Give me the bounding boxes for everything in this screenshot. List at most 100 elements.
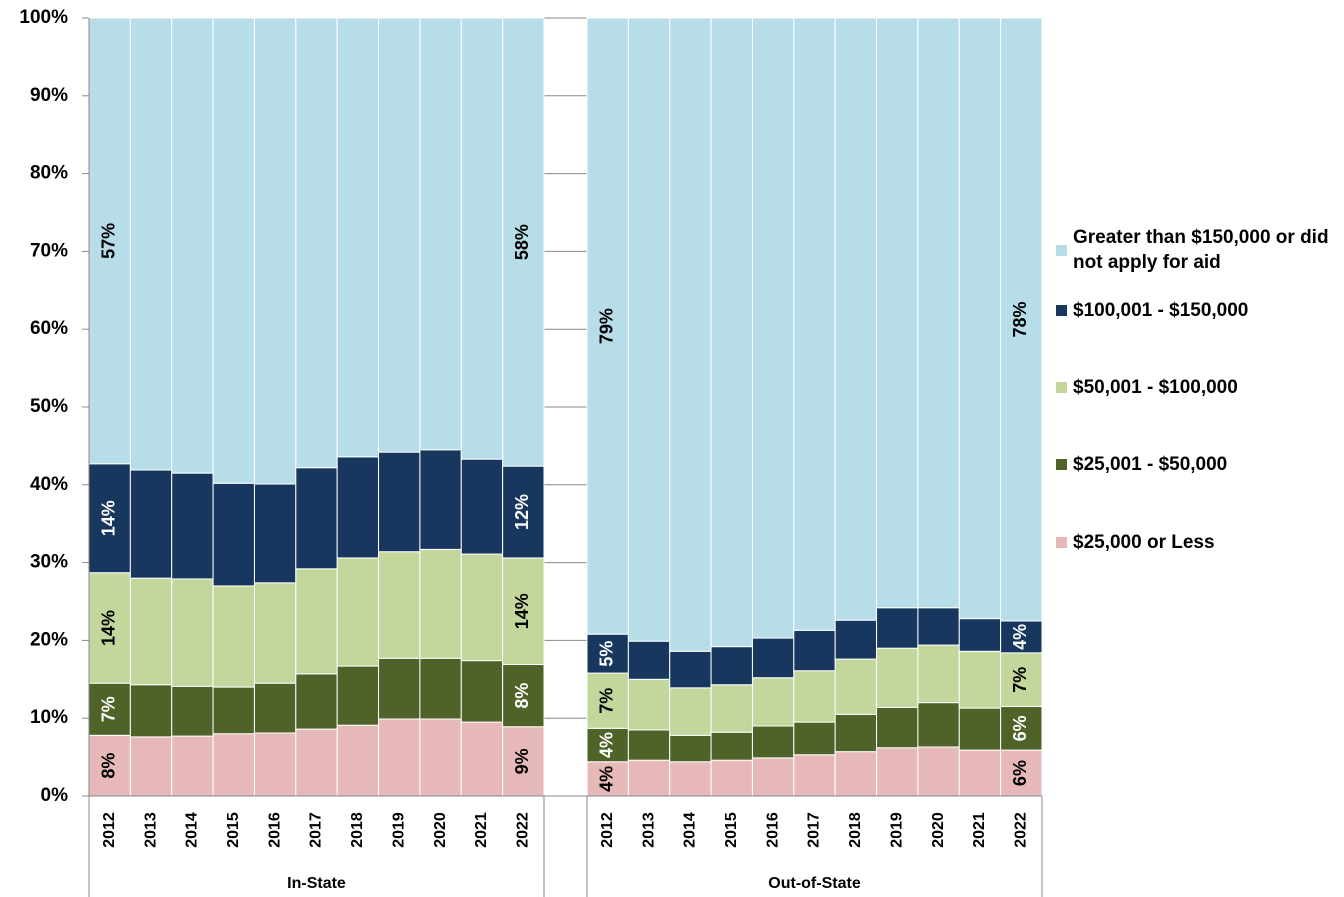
bar-segment bbox=[129, 684, 173, 738]
x-tick-label: 2012 bbox=[101, 812, 118, 848]
bar-segment bbox=[958, 17, 1002, 620]
bar-segment bbox=[295, 568, 338, 675]
legend-item: $25,000 or Less bbox=[1056, 530, 1341, 555]
bar-segment bbox=[586, 727, 629, 763]
bar-segment bbox=[502, 465, 545, 559]
bar-segment bbox=[336, 665, 380, 726]
group-label: In-State bbox=[287, 875, 346, 892]
bar-segment bbox=[419, 718, 462, 797]
x-tick-label: 2018 bbox=[349, 812, 366, 848]
bar-segment bbox=[460, 458, 504, 555]
y-tick-label: 90% bbox=[30, 85, 68, 106]
bar-segment bbox=[751, 637, 795, 679]
bar-segment bbox=[336, 456, 380, 559]
bar-segment bbox=[627, 759, 671, 797]
x-tick-label: 2018 bbox=[847, 812, 864, 848]
bar-segment bbox=[669, 734, 712, 763]
bar-segment bbox=[669, 761, 712, 797]
bar-segment bbox=[917, 607, 960, 646]
bar-segment bbox=[1000, 749, 1043, 797]
bar-segment bbox=[751, 757, 795, 797]
bar-segment bbox=[876, 17, 919, 609]
y-tick-label: 40% bbox=[30, 474, 68, 495]
bar-segment bbox=[834, 751, 878, 797]
bar-segment bbox=[295, 673, 338, 730]
data-label: 6% bbox=[1010, 715, 1030, 741]
legend-item: Greater than $150,000 or did not apply f… bbox=[1056, 225, 1341, 275]
bar-segment bbox=[212, 585, 255, 688]
legend-label: $25,000 or Less bbox=[1073, 532, 1215, 553]
y-tick-label: 80% bbox=[30, 163, 68, 184]
bar-segment bbox=[502, 726, 545, 797]
bar-segment bbox=[502, 17, 545, 467]
bar-segment bbox=[171, 735, 214, 797]
bar-segment bbox=[751, 677, 795, 727]
data-label: 7% bbox=[98, 696, 118, 722]
bar-segment bbox=[253, 732, 297, 797]
bar-segment bbox=[1000, 620, 1043, 654]
bar-segment bbox=[129, 17, 173, 471]
bar-segment bbox=[834, 658, 878, 715]
y-tick-label: 0% bbox=[41, 785, 69, 806]
bar-segment bbox=[253, 582, 297, 684]
data-label: 12% bbox=[512, 494, 532, 530]
bar-segment bbox=[958, 618, 1002, 652]
legend-swatch bbox=[1056, 537, 1067, 548]
x-tick-label: 2013 bbox=[142, 812, 159, 848]
bar-segment bbox=[917, 702, 960, 748]
legend-swatch bbox=[1056, 305, 1067, 316]
bar-segment bbox=[958, 707, 1002, 751]
x-tick-label: 2012 bbox=[599, 812, 616, 848]
data-label: 79% bbox=[596, 308, 616, 344]
x-tick-label: 2014 bbox=[682, 812, 699, 848]
bar-segment bbox=[378, 551, 421, 659]
data-label: 8% bbox=[98, 753, 118, 779]
bar-segment bbox=[710, 731, 753, 761]
data-label: 6% bbox=[1010, 760, 1030, 786]
data-label: 5% bbox=[596, 641, 616, 667]
bar-segment bbox=[171, 472, 214, 580]
x-tick-label: 2017 bbox=[806, 812, 823, 848]
bar-segment bbox=[876, 747, 919, 797]
bar-segment bbox=[295, 467, 338, 570]
bar-segment bbox=[793, 754, 836, 797]
data-label: 14% bbox=[512, 593, 532, 629]
legend-label: $25,001 - $50,000 bbox=[1073, 454, 1228, 475]
group-label: Out-of-State bbox=[768, 875, 861, 892]
bar-segment bbox=[751, 17, 795, 639]
bar-segment bbox=[212, 482, 255, 587]
legend-item: $50,001 - $100,000 bbox=[1056, 375, 1341, 400]
bar-segment bbox=[834, 713, 878, 753]
bar-segment bbox=[751, 725, 795, 759]
bar-segment bbox=[419, 548, 462, 659]
bar-segment bbox=[460, 17, 504, 460]
data-label: 14% bbox=[98, 500, 118, 536]
bar-segment bbox=[710, 17, 753, 648]
legend-swatch bbox=[1056, 244, 1067, 256]
bar-segment bbox=[336, 17, 380, 458]
bar-segment bbox=[295, 728, 338, 797]
bar-segment bbox=[627, 729, 671, 761]
data-label: 57% bbox=[98, 223, 118, 259]
y-tick-label: 20% bbox=[30, 629, 68, 650]
x-tick-label: 2019 bbox=[888, 812, 905, 848]
bar-segment bbox=[793, 17, 836, 631]
x-tick-label: 2016 bbox=[764, 812, 781, 848]
x-tick-label: 2021 bbox=[473, 812, 490, 848]
bar-segment bbox=[295, 17, 338, 469]
bar-segment bbox=[834, 17, 878, 621]
legend-swatch bbox=[1056, 382, 1067, 393]
legend-label: $100,001 - $150,000 bbox=[1073, 300, 1249, 321]
bar-segment bbox=[460, 721, 504, 797]
bar-segment bbox=[669, 650, 712, 689]
y-tick-label: 100% bbox=[19, 7, 68, 28]
data-label: 14% bbox=[98, 610, 118, 646]
bar-segment bbox=[88, 17, 131, 465]
bar-segment bbox=[378, 718, 421, 797]
bar-segment bbox=[378, 451, 421, 553]
bar-segment bbox=[917, 17, 960, 609]
bar-segment bbox=[917, 644, 960, 704]
bar-segment bbox=[253, 17, 297, 485]
bar-segment bbox=[253, 483, 297, 584]
